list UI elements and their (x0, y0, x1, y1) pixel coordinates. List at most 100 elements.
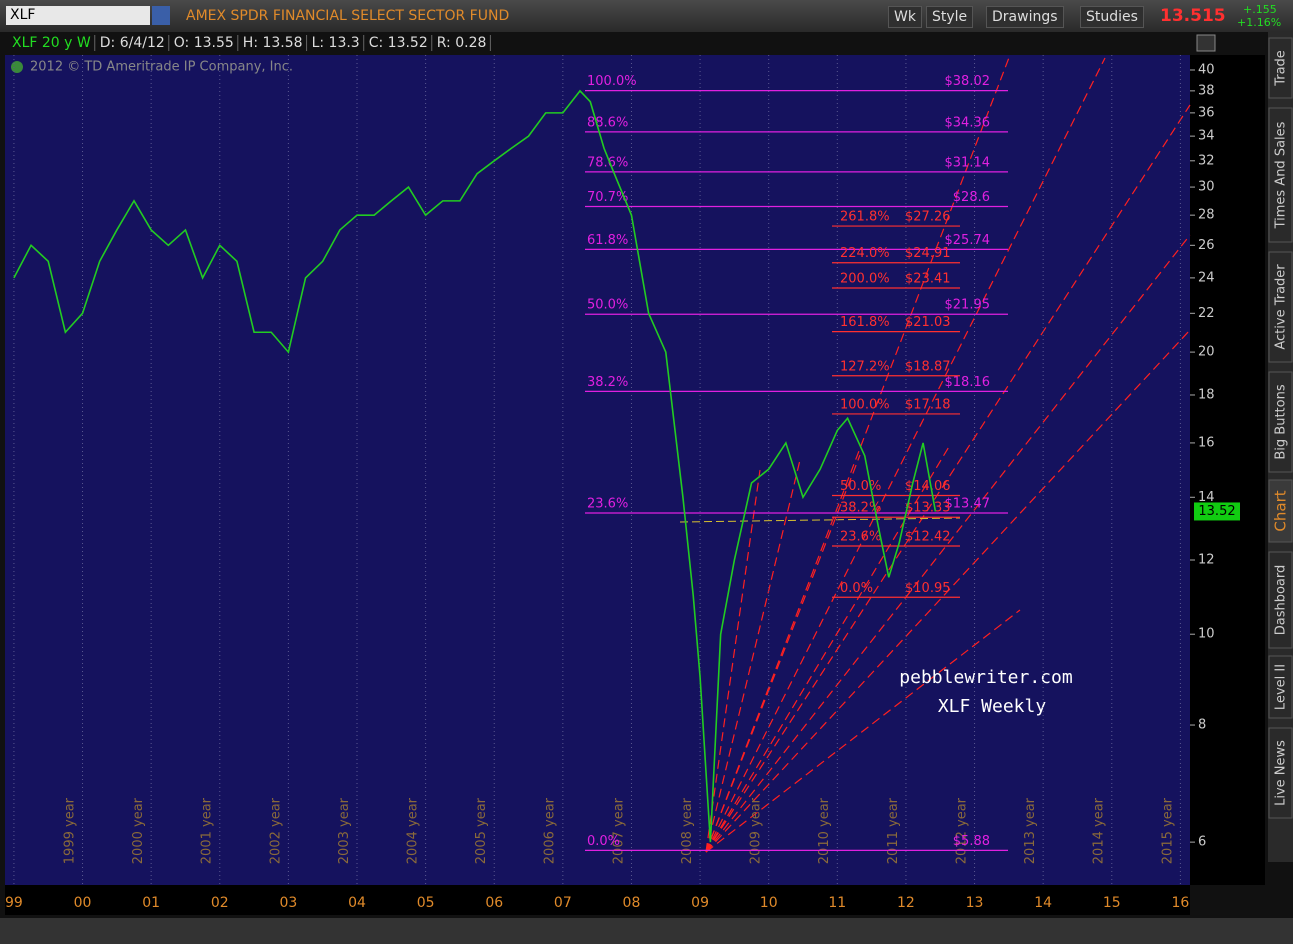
x-tick-label: 04 (348, 895, 366, 911)
fib-percent: 224.0% (840, 246, 890, 261)
x-tick-label: 13 (966, 895, 984, 911)
fib-percent: 38.2% (587, 375, 628, 390)
toolbar-button[interactable]: Style (926, 6, 974, 28)
fib-percent: 78.6% (587, 155, 628, 170)
fib-value: $38.02 (945, 74, 991, 89)
x-tick-label: 09 (691, 895, 709, 911)
y-tick-label: 16 (1198, 435, 1215, 450)
side-tab-label[interactable]: Times And Sales (1274, 121, 1289, 229)
year-label: 2008 year (680, 797, 695, 864)
last-price-label: 13.52 (1198, 504, 1235, 519)
side-tab-label[interactable]: Dashboard (1274, 565, 1289, 636)
y-tick-label: 20 (1198, 345, 1215, 360)
year-label: 1999 year (62, 797, 77, 864)
year-label: 2015 year (1160, 797, 1175, 864)
fib-value: $12.42 (905, 530, 951, 545)
x-tick-label: 16 (1171, 895, 1189, 911)
side-tab[interactable] (1268, 479, 1293, 543)
watermark: pebblewriter.com (899, 667, 1072, 688)
logo-icon (11, 61, 23, 73)
side-tab[interactable] (1268, 371, 1293, 473)
side-tab-label[interactable]: Live News (1274, 740, 1289, 806)
symbol-input[interactable]: XLF (6, 6, 150, 25)
info-field: R: 0.28 (437, 35, 487, 51)
fan-line (705, 57, 1106, 853)
last-price: 13.515 (1160, 6, 1226, 26)
y-tick-label: 8 (1198, 718, 1206, 733)
scrollbar[interactable] (0, 918, 1293, 944)
fib-percent: 261.8% (840, 210, 890, 225)
x-tick-label: 10 (760, 895, 778, 911)
fib-value: $17.18 (905, 397, 951, 412)
fib-percent: 200.0% (840, 272, 890, 287)
y-tick-label: 30 (1198, 180, 1215, 195)
year-label: 2001 year (200, 797, 215, 864)
fib-percent: 100.0% (840, 397, 890, 412)
fib-percent: 88.6% (587, 115, 628, 130)
fib-percent: 23.6% (587, 496, 628, 511)
x-tick-label: 00 (74, 895, 92, 911)
fib-value: $13.47 (945, 496, 991, 511)
symbol-dropdown[interactable] (152, 6, 170, 25)
fib-value: $34.36 (945, 115, 991, 130)
x-tick-label: 99 (5, 895, 23, 911)
price-change: +.155 (1243, 3, 1277, 16)
y-tick-label: 32 (1198, 153, 1215, 168)
side-tab-label[interactable]: Chart (1272, 490, 1290, 531)
fan-line (705, 459, 801, 853)
fan-line (705, 329, 1191, 853)
copyright: 2012 © TD Ameritrade IP Company, Inc. (30, 60, 293, 75)
year-label: 2006 year (543, 797, 558, 864)
fib-value: $23.41 (905, 272, 951, 287)
info-field: O: 13.55 (174, 35, 234, 51)
side-tab[interactable] (1268, 727, 1293, 819)
chart-area: 2012 © TD Ameritrade IP Company, Inc. pe… (0, 32, 1293, 944)
y-tick-label: 36 (1198, 105, 1215, 120)
fib-value: $27.26 (905, 210, 951, 225)
side-tab[interactable] (1268, 655, 1293, 719)
fib-value: $14.06 (905, 479, 951, 494)
fan-line (705, 469, 761, 853)
fib-value: $13.33 (905, 501, 951, 516)
side-tab[interactable] (1268, 107, 1293, 243)
fan-line (705, 104, 1191, 853)
x-tick-label: 12 (897, 895, 915, 911)
side-tab[interactable] (1268, 37, 1293, 99)
x-tick-label: 02 (211, 895, 229, 911)
info-field: D: 6/4/12 (100, 35, 165, 51)
toolbar-button[interactable]: Studies (1080, 6, 1144, 28)
fan-line (705, 54, 1011, 853)
y-tick-label: 40 (1198, 62, 1215, 77)
support-line (679, 517, 961, 523)
side-tab[interactable] (1268, 551, 1293, 649)
fib-percent: 127.2% (840, 359, 890, 374)
y-tick-label: 24 (1198, 270, 1215, 285)
info-field: H: 13.58 (243, 35, 303, 51)
x-tick-label: 08 (623, 895, 641, 911)
x-tick-label: 11 (828, 895, 846, 911)
price-line (13, 89, 937, 843)
fib-value: $18.16 (945, 375, 991, 390)
side-tab[interactable] (1268, 251, 1293, 363)
style-button[interactable] (1196, 34, 1216, 52)
x-tick-label: 06 (485, 895, 503, 911)
info-field: L: 13.3 (312, 35, 360, 51)
side-tab-label[interactable]: Trade (1274, 50, 1289, 87)
fib-percent: 38.2% (840, 501, 881, 516)
y-tick-label: 38 (1198, 83, 1215, 98)
side-tab-label[interactable]: Active Trader (1274, 264, 1289, 350)
fib-value: $21.03 (905, 315, 951, 330)
side-tab-label[interactable]: Big Buttons (1274, 384, 1289, 459)
toolbar-button[interactable]: Drawings (986, 6, 1064, 28)
watermark: XLF Weekly (938, 696, 1047, 717)
x-tick-label: 01 (142, 895, 160, 911)
info-field: XLF 20 y W (12, 35, 91, 51)
y-tick-label: 12 (1198, 553, 1215, 568)
y-tick-label: 14 (1198, 490, 1215, 505)
toolbar-button[interactable]: Wk (888, 6, 922, 28)
y-tick-label: 34 (1198, 129, 1215, 144)
side-tab-label[interactable]: Level II (1274, 664, 1289, 710)
y-tick-label: 6 (1198, 835, 1206, 850)
year-label: 2011 year (886, 797, 901, 864)
x-tick-label: 15 (1103, 895, 1121, 911)
